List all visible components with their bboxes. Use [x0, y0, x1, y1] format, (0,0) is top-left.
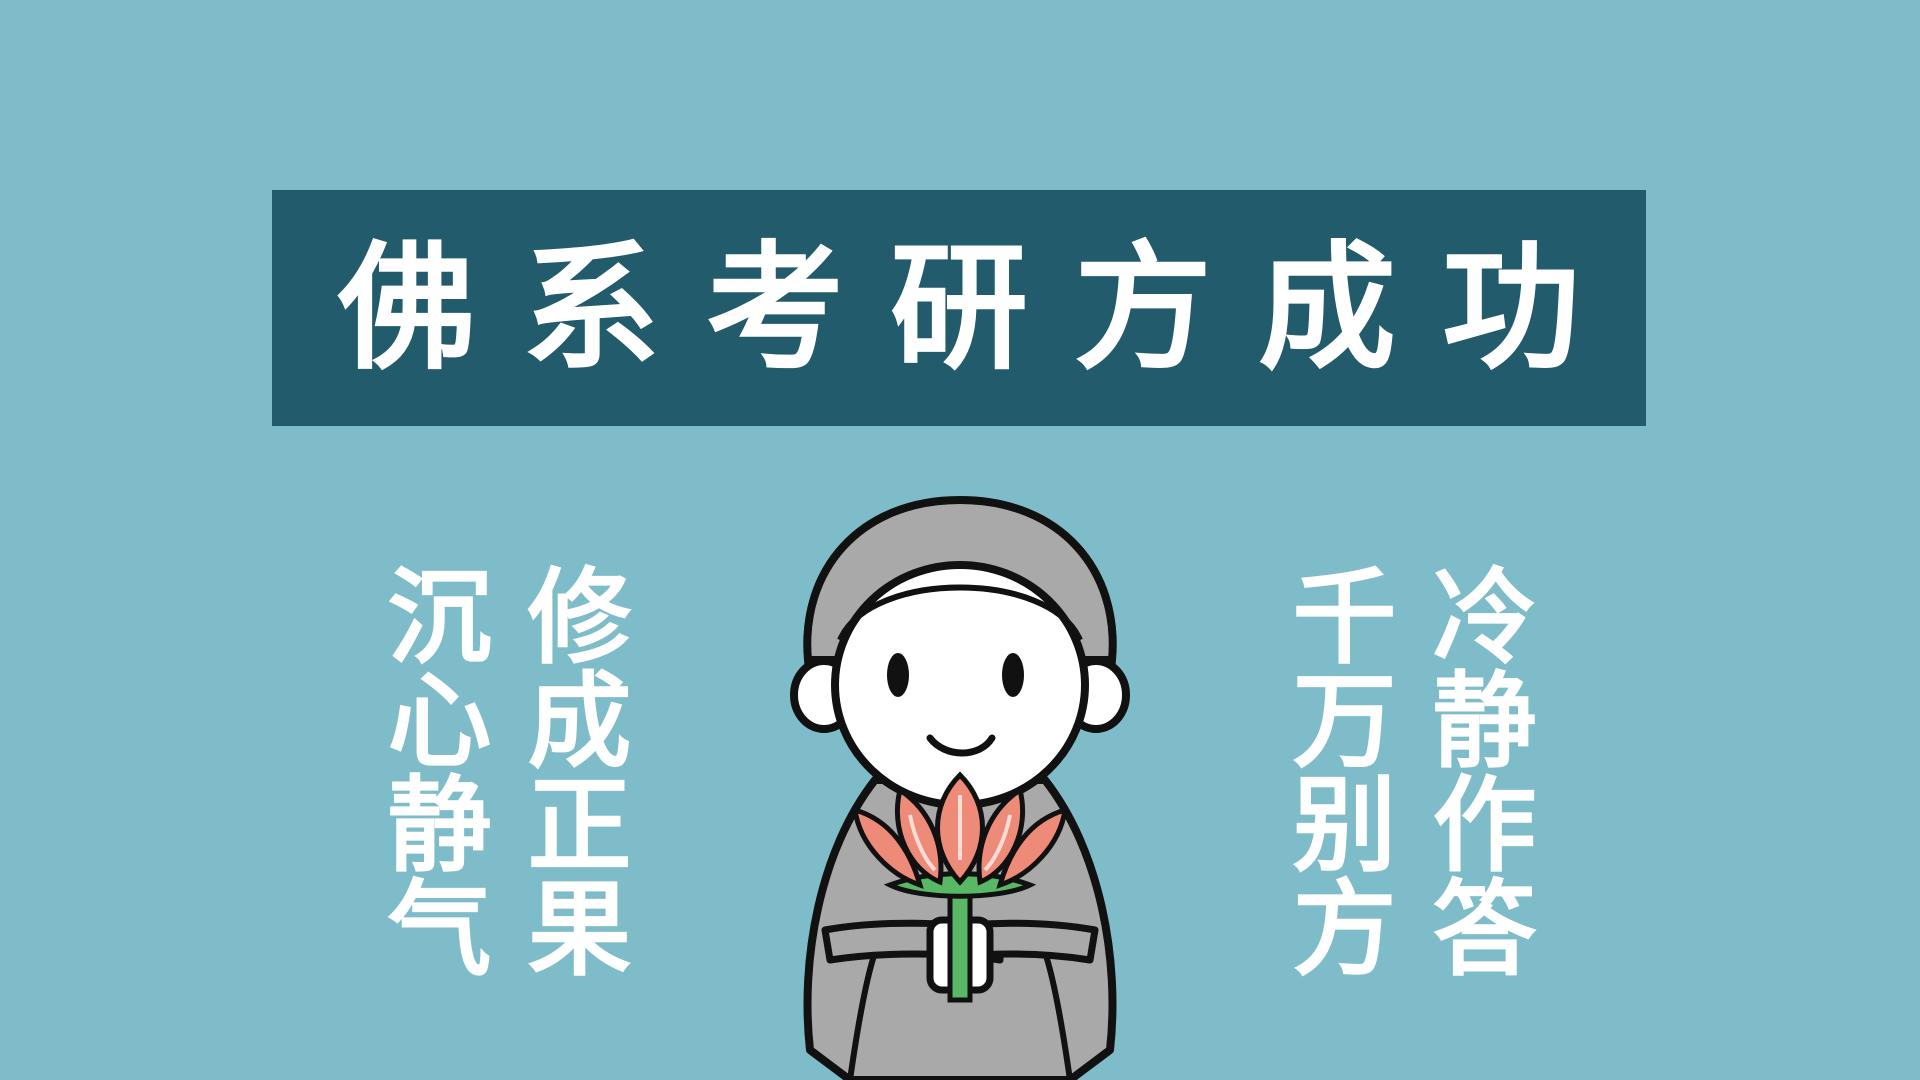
monk-smile	[926, 734, 996, 757]
vertical-phrase-left-inner: 修成正果	[509, 562, 632, 978]
monk-face	[831, 561, 1089, 809]
vertical-phrase-right-outer: 冷静作答	[1414, 562, 1537, 978]
monk-right-eye	[1002, 653, 1024, 697]
vertical-phrase-left-outer: 沉心静气	[369, 562, 492, 978]
monk-illustration	[790, 495, 1130, 1080]
monk-left-eye	[887, 653, 909, 697]
page-title: 佛系考研方成功	[337, 226, 1626, 389]
title-banner: 佛系考研方成功	[272, 190, 1646, 426]
vertical-phrase-right-inner: 千万别方	[1274, 562, 1397, 978]
